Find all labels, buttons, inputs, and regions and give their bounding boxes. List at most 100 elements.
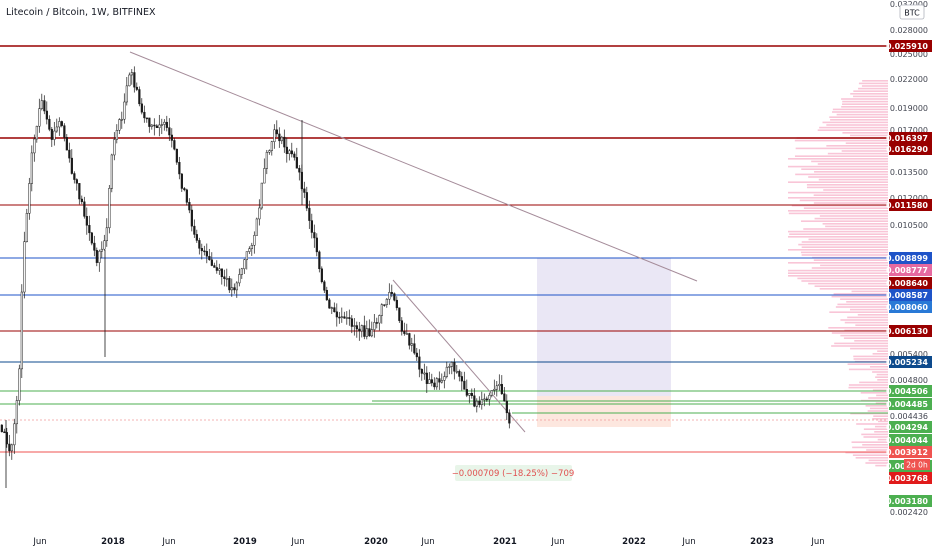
price-tick-label: 0.010500: [890, 221, 928, 230]
price-level-tag: [889, 277, 932, 289]
candle-body: [148, 117, 151, 127]
candle-body: [175, 148, 178, 163]
volume-bar: [832, 108, 888, 111]
price-level-tag: [889, 301, 932, 313]
price-level-label: 0.011580: [886, 201, 928, 210]
candle-body: [390, 292, 393, 294]
volume-bar: [845, 142, 888, 144]
volume-bar: [808, 176, 888, 178]
volume-bar: [795, 147, 888, 150]
volume-bar: [845, 451, 888, 454]
volume-bar: [798, 243, 888, 246]
volume-bar: [875, 402, 888, 404]
candle-body: [208, 255, 211, 261]
candle-body: [443, 376, 446, 381]
candle-body: [25, 213, 28, 242]
candle-body: [480, 399, 483, 405]
volume-bar: [853, 358, 888, 360]
candle-body: [425, 372, 428, 384]
candle-body: [353, 325, 356, 327]
candle-body: [218, 268, 221, 271]
candle-body: [405, 333, 408, 335]
volume-bar: [872, 418, 888, 420]
candle-body: [183, 188, 186, 191]
candle-body: [128, 74, 131, 87]
trendline-minor[interactable]: [392, 279, 526, 433]
volume-bar: [814, 171, 888, 173]
candle-body: [223, 276, 226, 279]
volume-bar: [840, 319, 888, 321]
candle-body: [245, 251, 248, 261]
volume-bar: [877, 420, 888, 423]
candle-body: [503, 393, 506, 402]
time-tick-label: Jun: [550, 537, 564, 547]
candle-body: [180, 173, 183, 189]
candle-body: [130, 72, 133, 76]
currency-badge[interactable]: BTC: [899, 4, 925, 20]
price-tick-label: 0.004436: [890, 412, 928, 421]
volume-bar: [837, 303, 888, 306]
volume-bar: [840, 334, 888, 337]
candle-body: [53, 130, 56, 140]
price-level-label: 0.008060: [886, 303, 928, 312]
volume-bar: [811, 160, 888, 163]
price-level-label: 0.008640: [886, 279, 928, 288]
candle-body: [280, 136, 283, 142]
volume-bar: [813, 194, 888, 196]
price-level-label: 0.003768: [886, 474, 928, 483]
volume-bar: [835, 306, 888, 308]
candle-body: [408, 333, 411, 346]
price-level-label: 0.006130: [886, 327, 928, 336]
volume-bar: [813, 202, 888, 204]
candle-body: [270, 141, 273, 151]
volume-bar: [877, 379, 888, 381]
candle-body: [283, 136, 286, 148]
candle-body: [115, 130, 118, 140]
candle-body: [80, 198, 83, 203]
volume-bar: [872, 353, 888, 355]
candle-body: [250, 245, 253, 249]
candle-body: [168, 127, 171, 136]
volume-bar: [819, 126, 888, 129]
candle-body: [123, 101, 126, 120]
candle-body: [10, 444, 13, 452]
volume-bar: [861, 433, 888, 436]
time-tick-label: 2019: [233, 537, 257, 547]
candle-body: [263, 168, 266, 184]
price-level-tag: [889, 199, 932, 211]
candle-body: [410, 343, 413, 346]
candle-body: [135, 86, 138, 90]
price-tick-label: 0.002420: [890, 508, 928, 517]
candle-body: [258, 207, 261, 220]
volume-bar: [789, 233, 888, 235]
volume-bar: [830, 119, 888, 121]
countdown-label: 2d 0h: [906, 461, 928, 470]
candle-body: [398, 307, 401, 321]
candle-body: [458, 370, 461, 377]
volume-bar: [788, 158, 888, 160]
volume-bar: [843, 337, 888, 339]
candle-body: [428, 379, 431, 384]
trendline-major[interactable]: [129, 51, 698, 282]
candle-body: [225, 278, 228, 280]
volume-bar: [862, 80, 888, 82]
price-tick-label: 0.017000: [890, 126, 928, 135]
candle-body: [193, 225, 196, 235]
long-position-target-zone[interactable]: [537, 258, 671, 396]
candle-body: [493, 388, 496, 391]
candle-body: [125, 85, 128, 103]
candle-body: [305, 192, 308, 209]
candle-body: [133, 72, 136, 88]
price-level-tag: [889, 421, 932, 433]
candle-body: [368, 328, 371, 337]
volume-bar: [850, 412, 888, 415]
volume-bar: [874, 425, 888, 428]
time-axis[interactable]: Jun 2018 Jun 2019 Jun 2020 Jun 2021 Jun 2022 Jun 20…: [0, 528, 888, 550]
candle-body: [30, 152, 33, 184]
candle-body: [205, 251, 208, 257]
volume-bar: [788, 269, 888, 272]
price-level-tag: [889, 385, 932, 397]
horizontal-levels[interactable]: [0, 45, 888, 453]
candle-body: [233, 287, 236, 291]
